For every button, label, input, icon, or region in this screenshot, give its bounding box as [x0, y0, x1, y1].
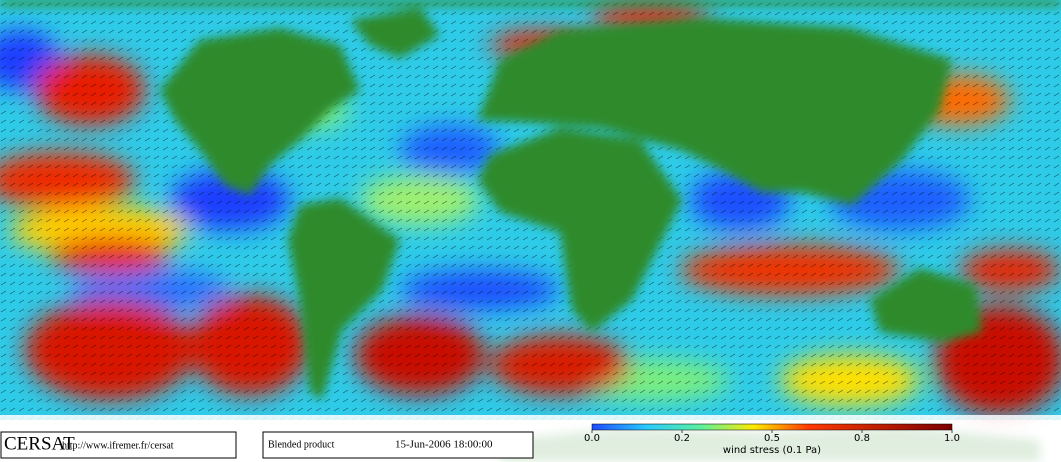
colorbar-tick-label: 0.8: [854, 433, 870, 444]
colorbar-bar: [591, 423, 953, 431]
timestamp: 15-Jun-2006 18:00:00: [395, 439, 493, 451]
colorbar-tick-label: 0.0: [584, 433, 600, 444]
product-box: [262, 431, 534, 459]
logo: CERSAT: [4, 433, 75, 454]
colorbar-label: wind stress (0.1 Pa): [723, 445, 821, 456]
colorbar-tick-label: 0.5: [764, 433, 780, 444]
colorbar-tick-label: 1.0: [944, 433, 960, 444]
colorbar: wind stress (0.1 Pa) 0.0 0.2 0.5 0.8 1.0: [584, 423, 960, 456]
product: Blended product: [268, 439, 335, 450]
colorbar-tick-label: 0.2: [674, 433, 690, 444]
logo-box: [0, 431, 237, 459]
url: http://www.ifremer.fr/cersat: [62, 440, 174, 451]
info-box: CERSAT http://www.ifremer.fr/cersat Blen…: [0, 431, 534, 459]
